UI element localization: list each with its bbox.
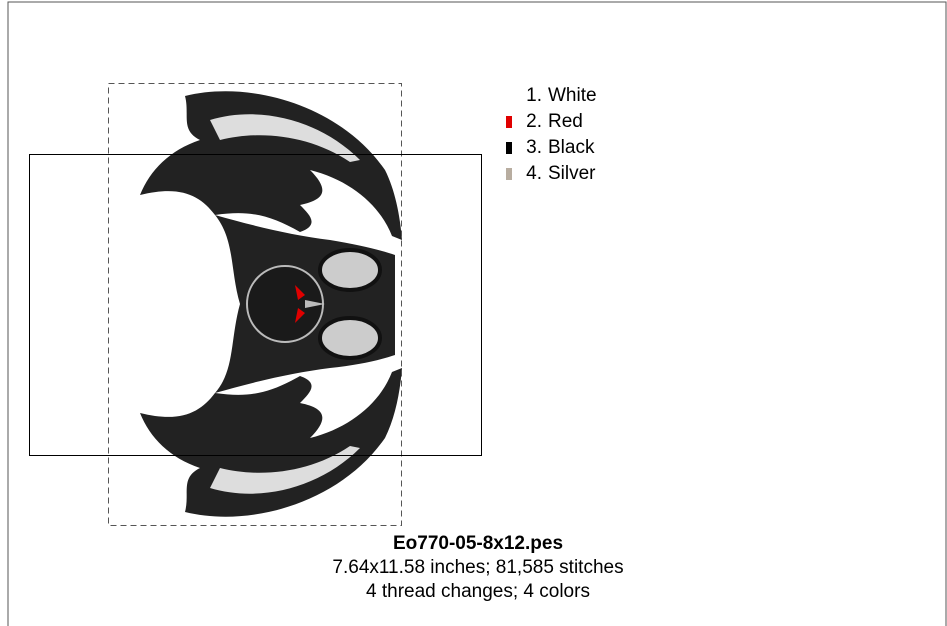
color-swatch [506,142,512,154]
filename: Eo770-05-8x12.pes [392,533,564,554]
changes-line: 4 thread changes; 4 colors [366,581,590,602]
legend-item: 4. Silver [506,161,597,187]
thread-name: White [548,85,597,106]
legend-item: 2. Red [506,109,597,135]
thread-legend: 1. White 2. Red 3. Black 4. Silver [506,83,597,187]
color-swatch [506,90,512,102]
thread-name: Red [548,111,583,132]
color-swatch [506,168,512,180]
legend-item: 1. White [506,83,597,109]
thread-number: 4. [526,163,542,184]
legend-item: 3. Black [506,135,597,161]
design-info: Eo770-05-8x12.pes 7.64x11.58 inches; 81,… [278,532,678,604]
color-swatch [506,116,512,128]
thread-number: 1. [526,85,542,106]
design-bounds [108,83,402,526]
thread-number: 3. [526,137,542,158]
frame [7,1,947,626]
thread-name: Black [548,137,595,158]
size-line: 7.64x11.58 inches; 81,585 stitches [332,557,624,578]
thread-number: 2. [526,111,542,132]
hoop-outline [29,154,482,456]
bat-design [140,91,402,517]
thread-name: Silver [548,163,596,184]
